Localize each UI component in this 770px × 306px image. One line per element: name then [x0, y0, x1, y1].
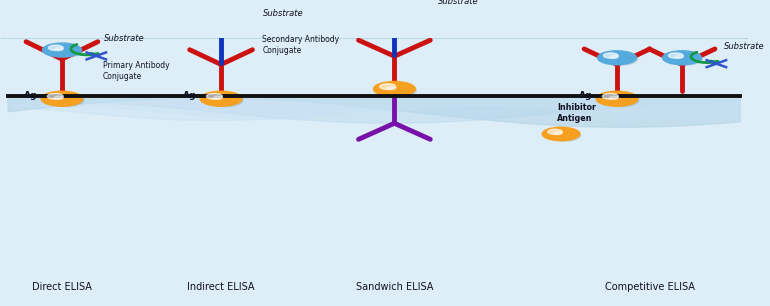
Circle shape — [675, 55, 684, 58]
Circle shape — [49, 45, 63, 50]
Circle shape — [373, 6, 415, 21]
Circle shape — [610, 55, 618, 58]
Polygon shape — [8, 95, 740, 127]
Text: Ag: Ag — [183, 91, 196, 100]
Polygon shape — [8, 95, 740, 119]
Circle shape — [604, 53, 618, 58]
Circle shape — [602, 94, 618, 99]
Circle shape — [49, 94, 84, 106]
Circle shape — [381, 8, 417, 21]
Circle shape — [663, 51, 701, 65]
Circle shape — [609, 96, 618, 99]
Circle shape — [54, 96, 63, 99]
Circle shape — [547, 129, 562, 134]
Text: Competitive ELISA: Competitive ELISA — [604, 282, 695, 292]
Circle shape — [206, 94, 223, 99]
Circle shape — [604, 94, 639, 106]
Circle shape — [380, 84, 396, 89]
Circle shape — [47, 94, 63, 99]
Circle shape — [207, 94, 243, 106]
Text: Indirect ELISA: Indirect ELISA — [187, 282, 255, 292]
Text: Sandwich ELISA: Sandwich ELISA — [356, 282, 433, 292]
Text: Direct ELISA: Direct ELISA — [32, 282, 92, 292]
Circle shape — [598, 51, 637, 65]
Text: Primary Antibody
Conjugate: Primary Antibody Conjugate — [103, 61, 169, 81]
Polygon shape — [8, 95, 740, 121]
Circle shape — [49, 46, 82, 57]
FancyBboxPatch shape — [0, 38, 755, 306]
Circle shape — [213, 96, 223, 99]
Text: Substrate: Substrate — [437, 0, 478, 6]
Circle shape — [669, 53, 702, 65]
Circle shape — [41, 91, 83, 106]
Text: Substrate: Substrate — [263, 9, 303, 18]
Circle shape — [200, 91, 242, 106]
Circle shape — [554, 132, 562, 135]
Text: Substrate: Substrate — [104, 34, 145, 43]
Circle shape — [387, 10, 396, 13]
Circle shape — [668, 53, 683, 58]
Circle shape — [549, 129, 581, 141]
Text: Inhibitor
Antigen: Inhibitor Antigen — [557, 103, 596, 123]
Circle shape — [202, 17, 240, 31]
Circle shape — [380, 8, 396, 13]
Text: Ag: Ag — [579, 91, 592, 100]
Circle shape — [214, 22, 223, 25]
Text: Secondary Antibody
Conjugate: Secondary Antibody Conjugate — [262, 35, 340, 55]
Circle shape — [42, 43, 82, 57]
Text: Substrate: Substrate — [724, 42, 765, 51]
Circle shape — [381, 84, 417, 97]
Circle shape — [209, 20, 242, 32]
Text: Ag: Ag — [24, 91, 37, 100]
Circle shape — [387, 86, 396, 90]
Circle shape — [604, 53, 638, 65]
Circle shape — [542, 127, 580, 141]
Circle shape — [55, 48, 63, 51]
Circle shape — [373, 81, 415, 96]
Circle shape — [207, 20, 223, 25]
Circle shape — [596, 91, 638, 106]
Polygon shape — [8, 95, 740, 123]
